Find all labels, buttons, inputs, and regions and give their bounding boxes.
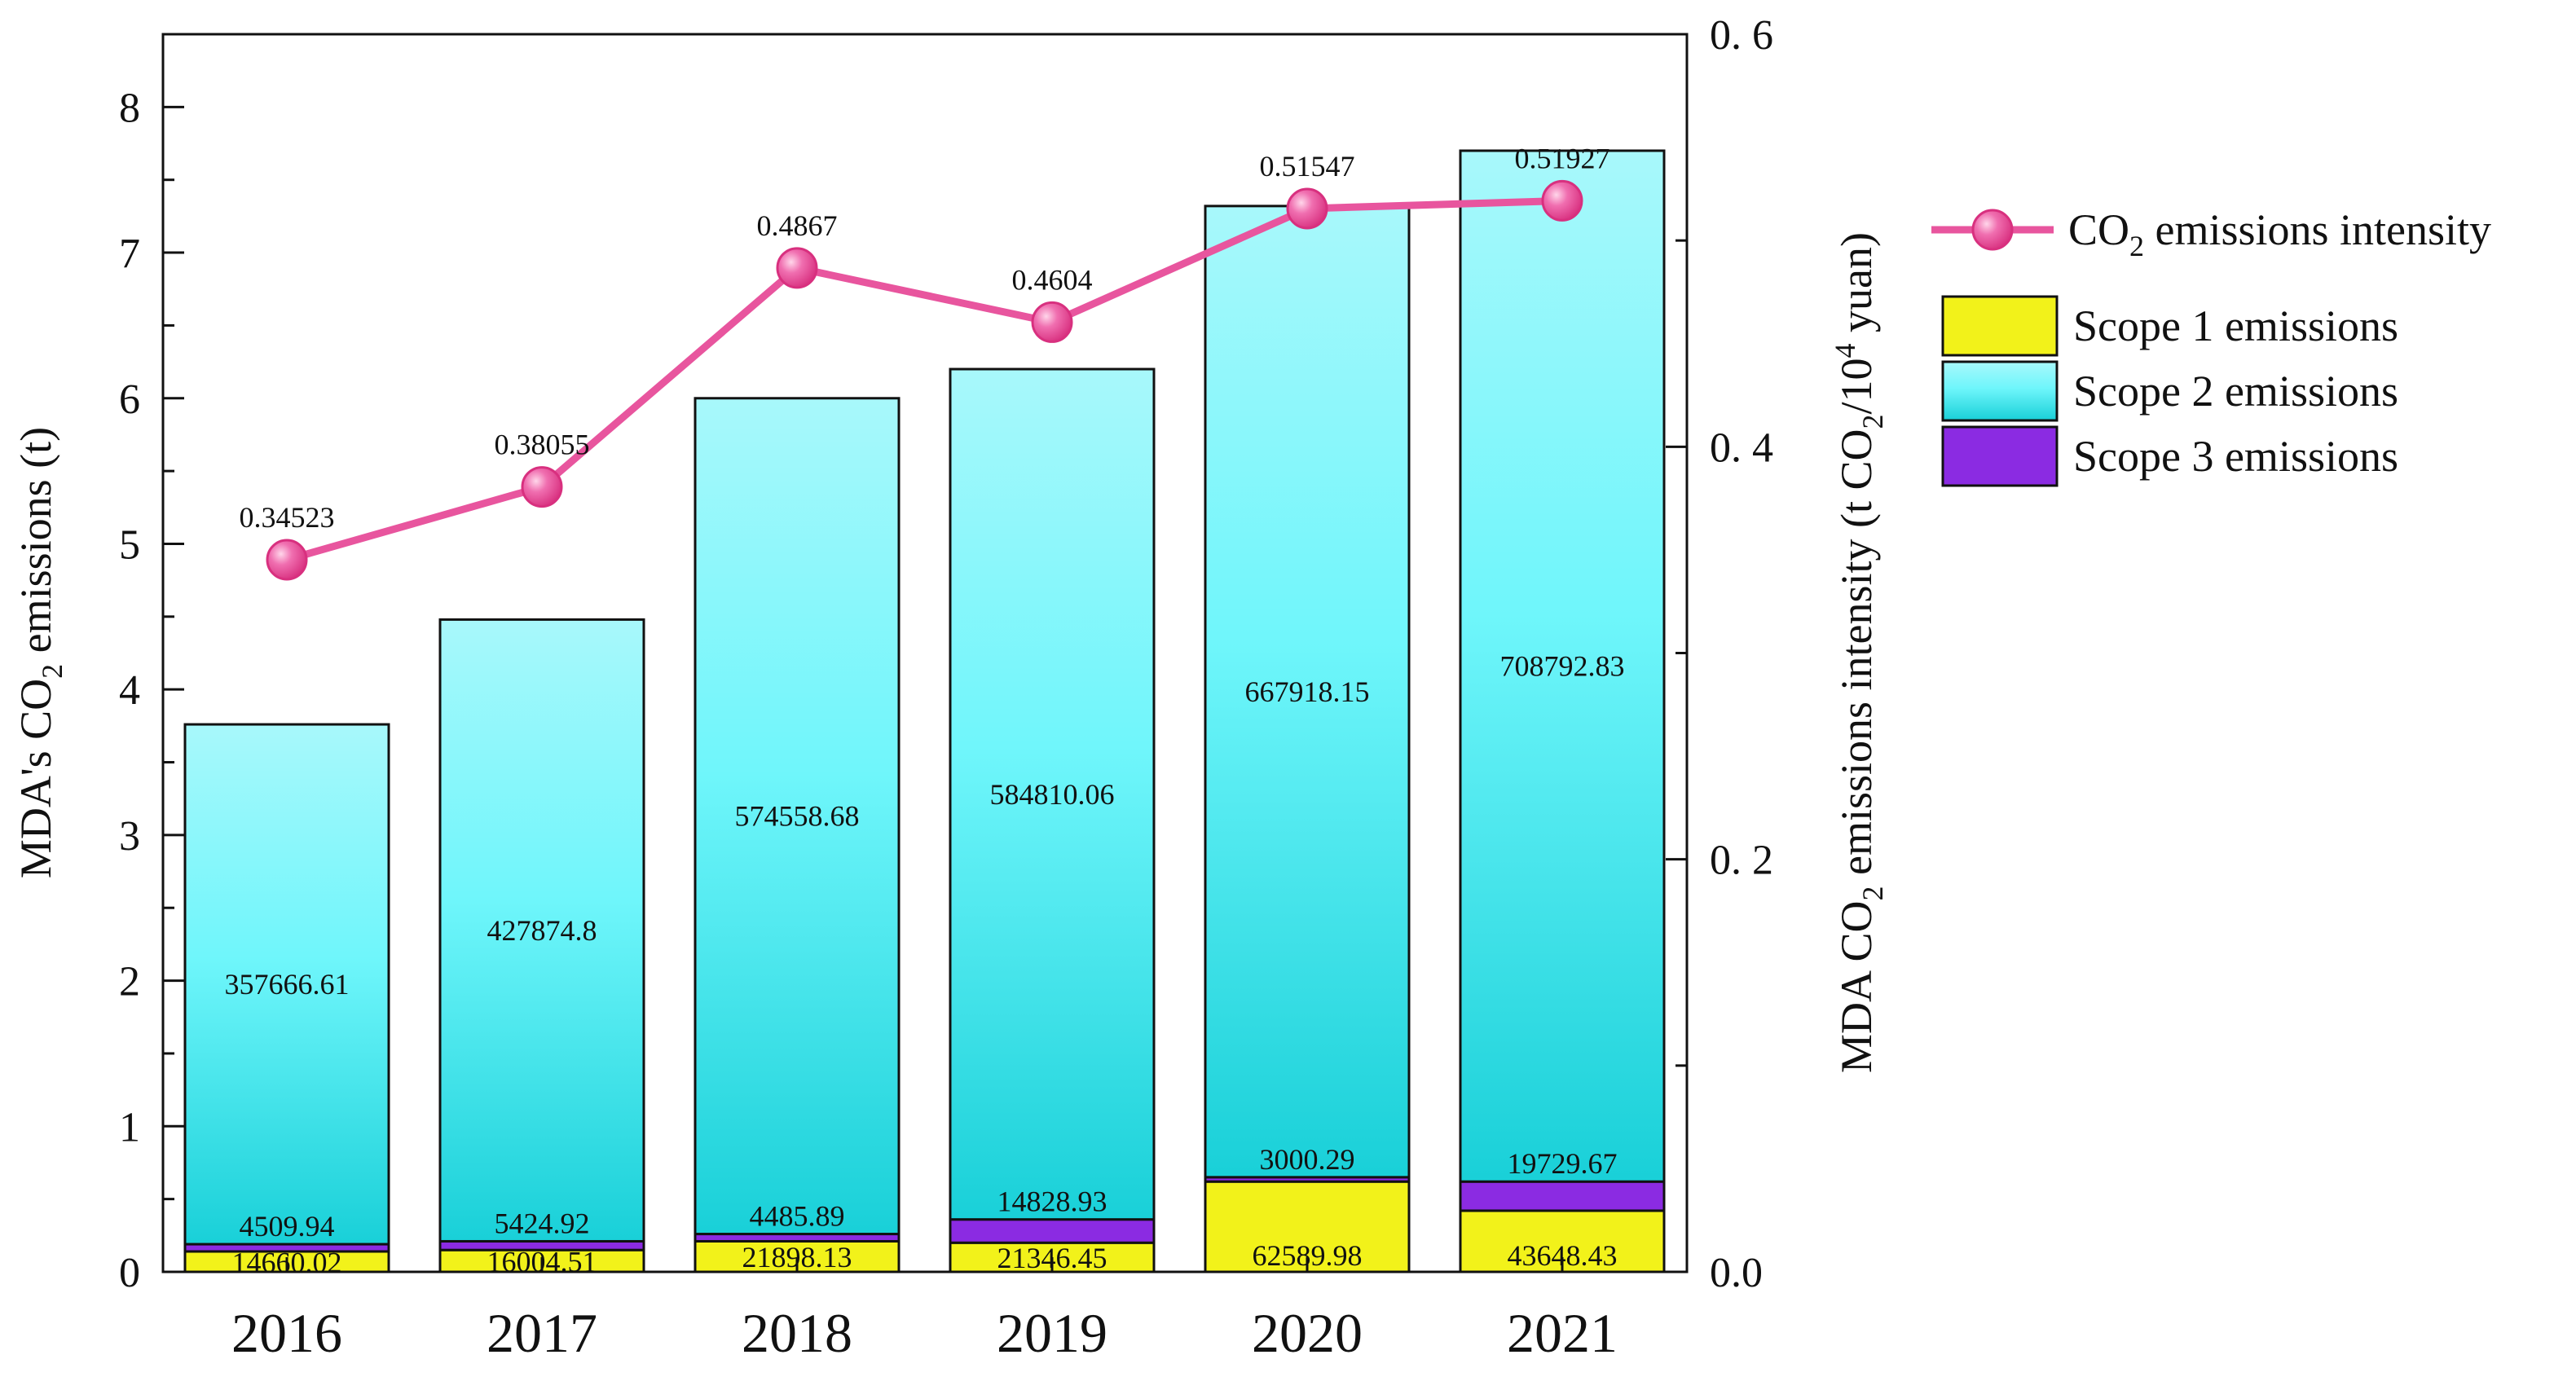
legend-swatch-scope2: [1941, 360, 2059, 422]
y-tick-label-3: 3: [119, 813, 140, 860]
intensity-point-2016: [266, 539, 308, 581]
intensity-point-2019: [1031, 301, 1073, 343]
bars-layer: [183, 149, 1666, 1273]
y-tick-label-2: 2: [119, 959, 140, 1005]
y-tick-label-6: 6: [119, 376, 140, 423]
data-label-scope2-2018: 574558.68: [735, 800, 860, 833]
x-tick-label-2020: 2020: [1252, 1302, 1363, 1364]
y2-axis-title-pre: MDA CO: [1832, 900, 1881, 1073]
y2-axis-title-mid2: /10: [1832, 358, 1881, 414]
legend-line-label-post: emissions intensity: [2144, 205, 2491, 254]
y2-axis-title: MDA CO2 emissions intensity (t CO2/104 y…: [1829, 232, 1889, 1073]
intensity-label-2019: 0.4604: [1012, 263, 1093, 296]
intensity-label-2020: 0.51547: [1260, 150, 1355, 183]
y2-axis-title-sup: 4: [1829, 343, 1861, 358]
legend-line-label-sub: 2: [2129, 230, 2144, 262]
y-tick-label-8: 8: [119, 85, 140, 131]
data-label-scope2-2017: 427874.8: [487, 914, 597, 947]
y2-axis-title-post: yuan): [1832, 232, 1881, 343]
bar-scope1-2020: [1204, 1180, 1411, 1273]
bar-scope2-2017: [438, 618, 645, 1243]
bar-scope2-2020: [1204, 205, 1411, 1179]
data-label-scope2-2021: 708792.83: [1500, 650, 1625, 683]
legend-line-marker: [1971, 209, 2014, 251]
bar-scope2-2019: [949, 367, 1156, 1221]
x-tick-label-2018: 2018: [742, 1302, 852, 1364]
y-axis-title: MDA's CO2 emissions (t): [11, 427, 68, 878]
y-tick-label-5: 5: [119, 521, 140, 568]
intensity-label-2018: 0.4867: [757, 209, 838, 242]
legend-label-scope3: Scope 3 emissions: [2073, 432, 2398, 481]
y2-axis-title-sub2: 2: [1856, 414, 1889, 429]
plot-frame: [161, 33, 1689, 1273]
intensity-point-2017: [521, 466, 563, 508]
legend-swatch-scope3: [1941, 425, 2059, 487]
intensity-point-2021: [1541, 179, 1583, 222]
bar-scope2-2016: [183, 723, 390, 1246]
legend-label-scope2: Scope 2 emissions: [2073, 367, 2398, 416]
legend-line-label-pre: CO: [2068, 205, 2129, 254]
data-label-scope3-2021: 19729.67: [1508, 1147, 1618, 1180]
intensity-label-2017: 0.38055: [495, 429, 590, 461]
bar-scope3-2019: [949, 1218, 1156, 1244]
data-label-scope3-2017: 5424.92: [495, 1207, 590, 1239]
y2-axis-title-sub1: 2: [1856, 886, 1889, 900]
intensity-point-2020: [1286, 187, 1328, 230]
legend-line-label: CO2 emissions intensity: [2068, 205, 2491, 262]
y-tick-label-0: 0: [119, 1250, 140, 1296]
y-axis-title-pre: MDA's CO: [11, 679, 60, 878]
data-label-scope2-2016: 357666.61: [225, 968, 350, 1001]
legend-swatch-scope1: [1941, 295, 2059, 357]
y-tick-label-7: 7: [119, 231, 140, 277]
legend-label-scope1: Scope 1 emissions: [2073, 301, 2398, 350]
intensity-label-2016: 0.34523: [240, 501, 335, 534]
y2-tick-label-0.2: 0. 2: [1710, 838, 1773, 884]
bar-scope2-2021: [1459, 149, 1666, 1183]
data-label-scope3-2016: 4509.94: [240, 1210, 335, 1243]
y2-tick-label-0.6: 0. 6: [1710, 12, 1773, 59]
y2-tick-label-0.4: 0. 4: [1710, 424, 1773, 471]
intensity-label-2021: 0.51927: [1515, 142, 1610, 174]
x-tick-label-2021: 2021: [1507, 1302, 1618, 1364]
axes-layer: 0 1 2 3 4 5 6 7 8 0.0 0. 2 0. 4 0. 6 2016 2017 2018 2019…: [119, 12, 1773, 1364]
x-tick-label-2019: 2019: [997, 1302, 1107, 1364]
y-tick-label-1: 1: [119, 1104, 140, 1150]
bar-scope3-2021: [1459, 1180, 1666, 1212]
intensity-point-2018: [776, 247, 818, 289]
x-tick-label-2016: 2016: [231, 1302, 342, 1364]
y2-tick-label-0.0: 0.0: [1710, 1250, 1763, 1296]
intensity-line: [285, 196, 1563, 564]
bar-scope2-2018: [694, 397, 900, 1236]
data-label-scope2-2020: 667918.15: [1245, 675, 1370, 708]
y-tick-label-4: 4: [119, 667, 140, 714]
data-label-scope3-2020: 3000.29: [1260, 1143, 1355, 1176]
data-labels-layer: 14660.024509.94357666.6116004.515424.924…: [225, 142, 1625, 1278]
data-label-scope2-2019: 584810.06: [990, 778, 1115, 811]
y-axis-title-post: emissions (t): [11, 427, 60, 664]
y2-axis-title-mid: emissions intensity (t CO: [1832, 429, 1881, 886]
data-label-scope3-2018: 4485.89: [750, 1200, 845, 1233]
data-label-scope3-2019: 14828.93: [997, 1185, 1107, 1218]
intensity-line-layer: [266, 179, 1583, 581]
y-axis-title-sub: 2: [36, 664, 68, 679]
x-tick-label-2017: 2017: [487, 1302, 597, 1364]
legend: CO2 emissions intensity Scope 1 emission…: [1931, 205, 2491, 487]
